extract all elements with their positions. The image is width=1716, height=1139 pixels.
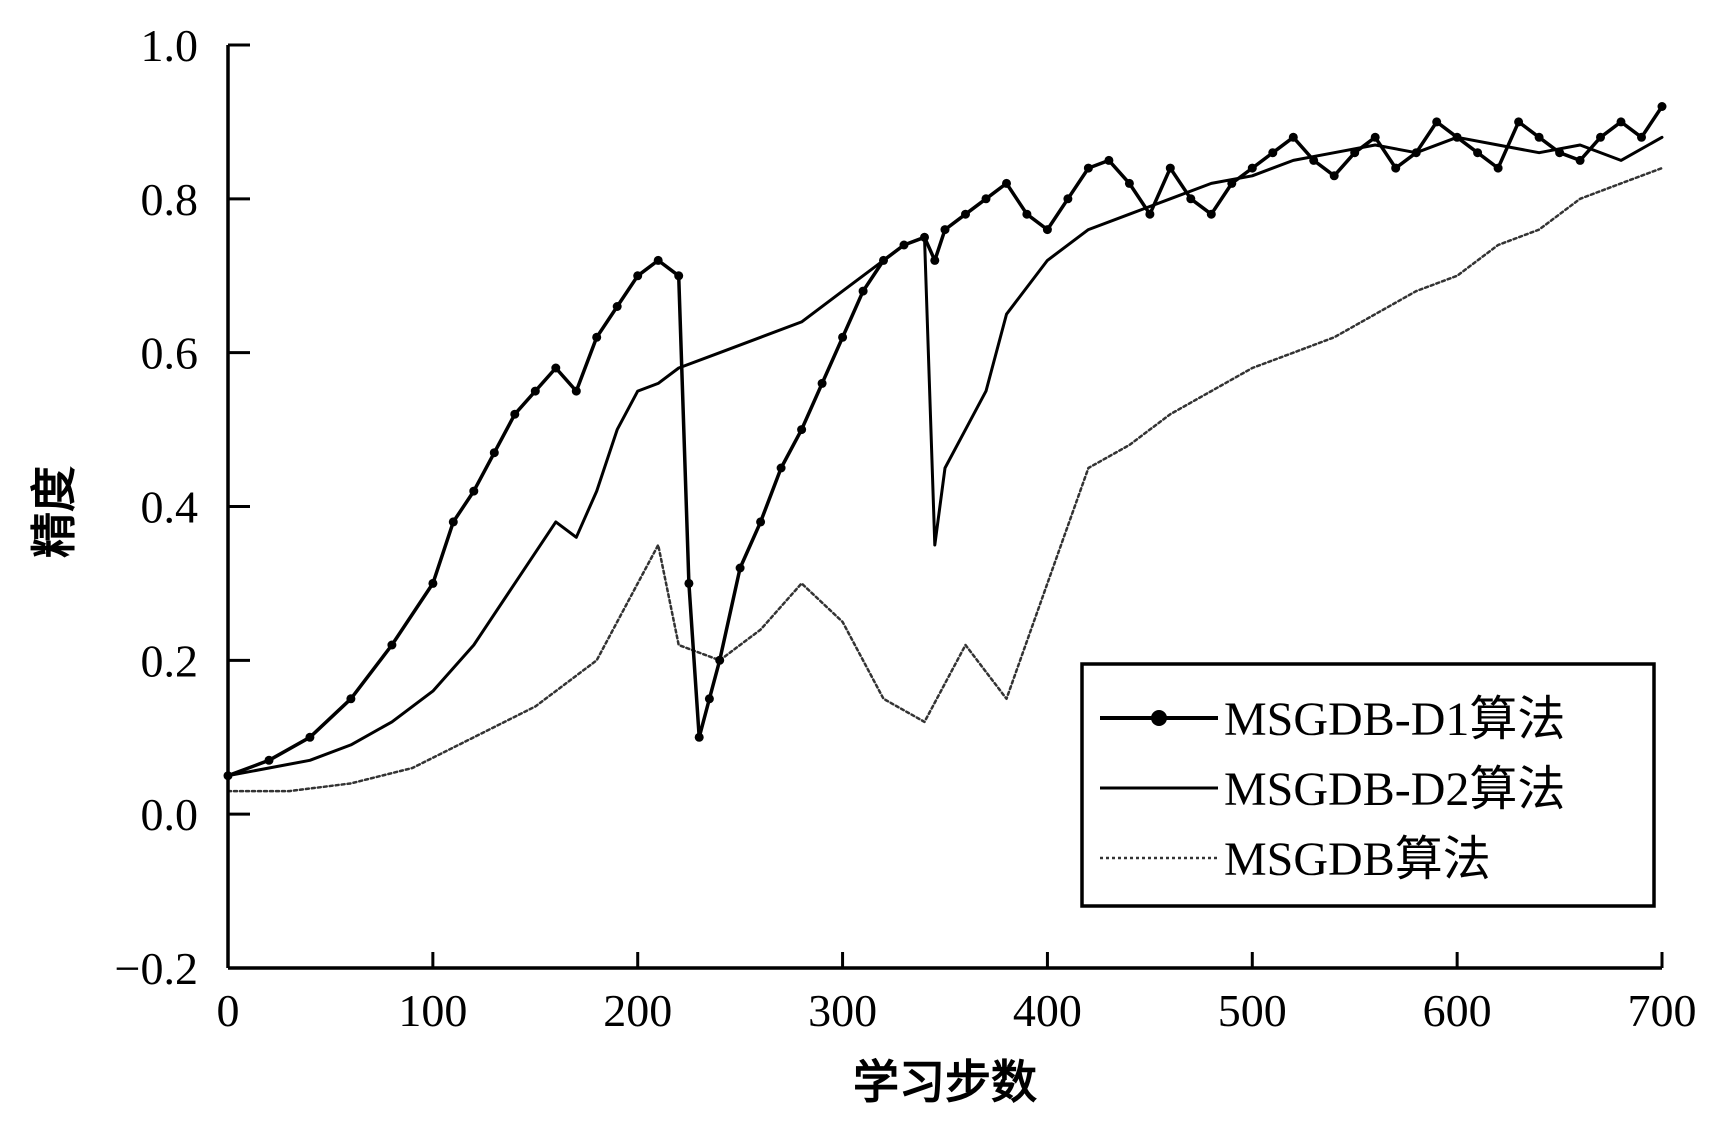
series-point-0 — [899, 240, 909, 250]
series-point-0 — [879, 255, 888, 265]
x-tick-label: 0 — [217, 985, 240, 1036]
series-point-0 — [930, 255, 940, 265]
y-tick-label: 0.2 — [141, 635, 199, 686]
series-point-0 — [1350, 148, 1360, 158]
legend: MSGDB-D1算法 MSGDB-D2算法 MSGDB算法 — [1080, 662, 1656, 908]
series-point-0 — [428, 578, 438, 588]
series-point-0 — [684, 578, 694, 588]
series-point-0 — [735, 563, 745, 573]
series-point-0 — [612, 302, 622, 311]
series-point-0 — [264, 755, 274, 765]
series-group — [223, 102, 1667, 793]
series-point-0 — [653, 255, 663, 265]
series-point-0 — [674, 271, 684, 281]
legend-label-d2: MSGDB-D2算法 — [1224, 763, 1565, 816]
y-tick-label: −0.2 — [115, 943, 198, 994]
series-point-0 — [858, 286, 868, 296]
series-point-0 — [571, 386, 581, 396]
series-point-0 — [1329, 171, 1339, 181]
y-tick-label: 0.6 — [141, 328, 199, 379]
series-point-0 — [551, 363, 561, 373]
y-tick-label: 0.8 — [141, 174, 199, 225]
series-point-0 — [1309, 155, 1319, 165]
series-point-0 — [961, 209, 970, 219]
legend-item-d2: MSGDB-D2算法 — [1100, 763, 1565, 816]
series-point-0 — [1104, 155, 1114, 165]
series-point-0 — [1288, 132, 1298, 142]
series-point-0 — [1186, 194, 1196, 204]
series-point-0 — [797, 425, 807, 435]
series-point-0 — [940, 225, 950, 235]
series-point-0 — [1165, 163, 1175, 173]
series-point-0 — [981, 194, 991, 204]
series-point-0 — [838, 332, 848, 342]
series-point-0 — [1391, 163, 1401, 173]
series-point-0 — [530, 386, 540, 396]
legend-item-base: MSGDB算法 — [1100, 833, 1491, 886]
series-point-0 — [1555, 148, 1565, 158]
series-point-0 — [1370, 132, 1380, 142]
series-point-0 — [387, 640, 397, 650]
legend-marker-d1 — [1151, 710, 1167, 726]
series-point-0 — [305, 732, 315, 742]
series-point-0 — [817, 378, 827, 388]
x-tick-label: 300 — [808, 985, 877, 1036]
series-point-0 — [1534, 132, 1544, 142]
x-axis-title: 学习步数 — [853, 1055, 1037, 1109]
series-point-0 — [694, 732, 704, 742]
series-point-0 — [1042, 225, 1052, 235]
series-point-0 — [448, 517, 458, 527]
series-point-0 — [633, 271, 643, 281]
legend-label-d1: MSGDB-D1算法 — [1224, 693, 1565, 746]
series-point-0 — [1022, 209, 1032, 219]
legend-item-d1: MSGDB-D1算法 — [1100, 693, 1565, 746]
series-point-0 — [920, 232, 929, 242]
series-point-0 — [1514, 117, 1524, 127]
series-point-0 — [1083, 163, 1093, 173]
series-point-0 — [592, 332, 602, 342]
y-tick-label: 1.0 — [141, 20, 199, 71]
series-point-0 — [489, 448, 499, 458]
series-point-0 — [1657, 102, 1667, 111]
y-ticks: −0.2 0.0 0.2 0.4 0.6 0.8 1.0 — [115, 20, 250, 994]
x-tick-label: 400 — [1013, 985, 1082, 1036]
x-tick-label: 500 — [1218, 985, 1287, 1036]
series-point-0 — [1206, 209, 1216, 219]
x-tick-label: 600 — [1423, 985, 1492, 1036]
x-tick-label: 200 — [603, 985, 672, 1036]
series-point-0 — [346, 694, 356, 704]
series-point-0 — [1596, 132, 1605, 142]
series-point-0 — [1227, 178, 1237, 188]
series-point-0 — [1616, 117, 1626, 127]
x-ticks: 0 100 200 300 400 500 600 700 — [217, 952, 1697, 1036]
series-point-0 — [510, 409, 520, 419]
series-point-0 — [1124, 178, 1134, 188]
series-point-0 — [704, 694, 714, 704]
series-point-0 — [776, 463, 786, 473]
legend-label-base: MSGDB算法 — [1224, 833, 1491, 886]
series-point-0 — [1268, 148, 1278, 158]
series-point-0 — [1493, 163, 1503, 173]
series-point-0 — [1473, 148, 1483, 158]
legend-box — [1080, 662, 1656, 908]
x-tick-label: 100 — [398, 985, 467, 1036]
series-point-0 — [1637, 132, 1646, 142]
series-point-0 — [1002, 178, 1011, 188]
series-point-0 — [1145, 209, 1155, 219]
y-axis-title: 精度 — [27, 466, 81, 558]
series-point-0 — [756, 517, 766, 527]
series-line-2 — [226, 166, 1664, 793]
series-point-0 — [469, 486, 479, 496]
y-tick-label: 0.4 — [141, 482, 199, 533]
series-point-0 — [1575, 155, 1585, 165]
x-tick-label: 700 — [1628, 985, 1697, 1036]
series-point-0 — [1247, 163, 1257, 173]
series-point-0 — [1063, 194, 1073, 204]
y-tick-label: 0.0 — [141, 789, 199, 840]
series-point-0 — [1432, 117, 1442, 127]
series-point-0 — [1452, 132, 1462, 142]
series-point-0 — [1411, 148, 1421, 158]
series-point-0 — [715, 655, 725, 665]
